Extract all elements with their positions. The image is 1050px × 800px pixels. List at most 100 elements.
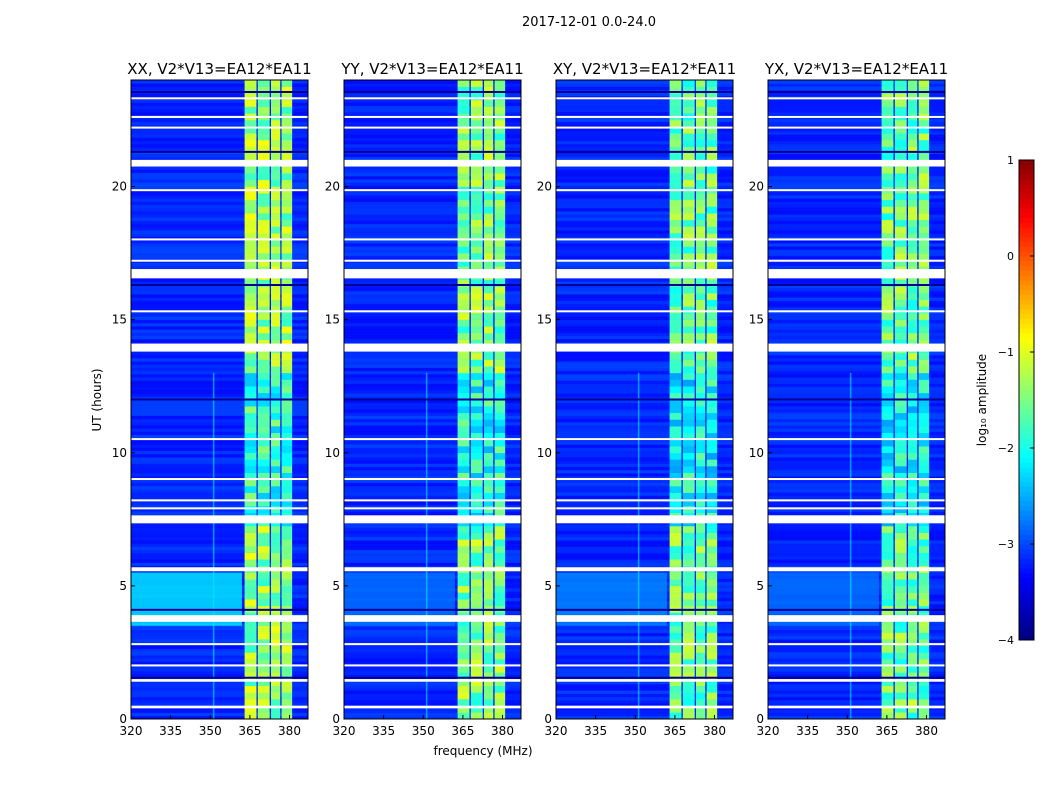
rfi-band-cell — [470, 219, 483, 227]
rfi-band-cell — [682, 486, 695, 493]
heatmap-row — [344, 466, 521, 471]
flagged-row — [768, 310, 945, 313]
rfi-band-cell — [894, 599, 907, 607]
rfi-band-cell — [494, 146, 506, 154]
rfi-band-cell — [470, 179, 483, 187]
heatmap-row — [556, 482, 733, 487]
heatmap-row — [768, 140, 945, 145]
flagged-row — [131, 269, 308, 279]
rfi-band-cell — [470, 206, 483, 214]
rfi-band-cell — [918, 645, 930, 653]
colorbar-segment — [1019, 289, 1034, 295]
rfi-band-cell — [669, 179, 682, 187]
rfi-band-cell — [494, 699, 506, 706]
rfi-band-cell — [281, 352, 293, 360]
rfi-band-cell — [706, 139, 718, 147]
rfi-band-cell — [706, 639, 718, 647]
rfi-band-cell — [908, 705, 918, 713]
rfi-band-cell — [682, 506, 695, 513]
rfi-band-cell — [894, 259, 907, 267]
rfi-band-cell — [244, 639, 257, 647]
rfi-band-cell — [696, 193, 706, 201]
rfi-band-cell — [918, 139, 930, 147]
rfi-band-cell — [682, 665, 695, 673]
heatmap-row — [131, 488, 308, 493]
heatmap-row — [131, 699, 308, 704]
rfi-band-cell — [908, 166, 918, 174]
rfi-band-cell — [470, 499, 483, 507]
colorbar-segment — [1019, 380, 1034, 387]
rfi-band-cell — [669, 592, 682, 600]
rfi-band-cell — [918, 579, 930, 587]
heatmap-row — [556, 284, 733, 289]
heatmap-row — [768, 645, 945, 650]
rfi-band-cell — [244, 293, 257, 300]
rfi-band-cell — [281, 459, 293, 467]
heatmap-row — [131, 370, 308, 375]
heatmap-row — [344, 230, 521, 234]
rfi-band-cell — [706, 306, 718, 314]
rfi-band-cell — [244, 632, 257, 640]
rfi-band-cell — [682, 692, 695, 700]
rfi-band-cell — [682, 685, 695, 693]
rfi-band-cell — [484, 199, 494, 207]
heatmap-row — [131, 214, 308, 218]
rfi-band-cell — [682, 332, 695, 340]
colorbar-segment — [1019, 227, 1034, 233]
rfi-band-cell — [669, 239, 682, 247]
heatmap-row — [131, 495, 308, 500]
rfi-band-cell — [908, 372, 918, 380]
rfi-band-cell — [696, 166, 706, 174]
flagged-row — [768, 189, 945, 192]
heatmap-row — [768, 236, 945, 241]
rfi-band-cell — [484, 672, 494, 680]
rfi-band-cell — [881, 599, 894, 607]
rfi-band-cell — [706, 619, 718, 627]
rfi-band-cell — [881, 486, 894, 493]
flagged-row — [344, 189, 521, 192]
rfi-band-cell — [457, 472, 470, 480]
rfi-band-cell — [918, 432, 930, 440]
x-tick-label: 365 — [238, 724, 261, 738]
rfi-band-cell — [696, 86, 706, 94]
heatmap-row — [131, 425, 308, 429]
rfi-band-cell — [281, 339, 293, 347]
rfi-band-cell — [494, 339, 506, 347]
rfi-band-cell — [457, 552, 470, 560]
rfi-band-cell — [669, 619, 682, 627]
colorbar-segment — [1019, 260, 1034, 267]
rfi-band-cell — [281, 80, 293, 87]
heatmap-row — [768, 166, 945, 170]
rfi-band-cell — [271, 659, 281, 667]
colorbar-segment — [1019, 251, 1034, 257]
rfi-band-cell — [244, 652, 257, 660]
rfi-band-cell — [271, 672, 281, 680]
heatmap-row — [556, 195, 733, 199]
rfi-band-cell — [696, 426, 706, 434]
rfi-band-cell — [244, 705, 257, 713]
heatmap-row — [556, 709, 733, 714]
heatmap-row — [131, 511, 308, 516]
rfi-band-cell — [908, 392, 918, 400]
rfi-band-cell — [706, 399, 718, 407]
colorbar-segment — [1019, 232, 1034, 238]
heatmap-row — [556, 447, 733, 452]
rfi-band-cell — [271, 599, 281, 607]
heatmap-row — [344, 278, 521, 282]
rfi-band-cell — [484, 326, 494, 334]
dark-row — [131, 90, 308, 93]
flagged-row — [344, 238, 521, 241]
heatmap-row — [556, 495, 733, 500]
heatmap-row — [344, 687, 521, 691]
colorbar-segment — [1019, 452, 1034, 459]
heatmap-row — [131, 300, 308, 305]
rfi-band-cell — [257, 332, 270, 340]
rfi-band-cell — [682, 80, 695, 87]
flagged-row — [768, 478, 945, 481]
rfi-band-cell — [881, 712, 894, 719]
flagged-row — [344, 115, 521, 118]
rfi-band-cell — [881, 585, 894, 593]
heatmap-row — [131, 696, 308, 701]
heatmap-row — [556, 297, 733, 301]
rfi-band-cell — [457, 86, 470, 94]
